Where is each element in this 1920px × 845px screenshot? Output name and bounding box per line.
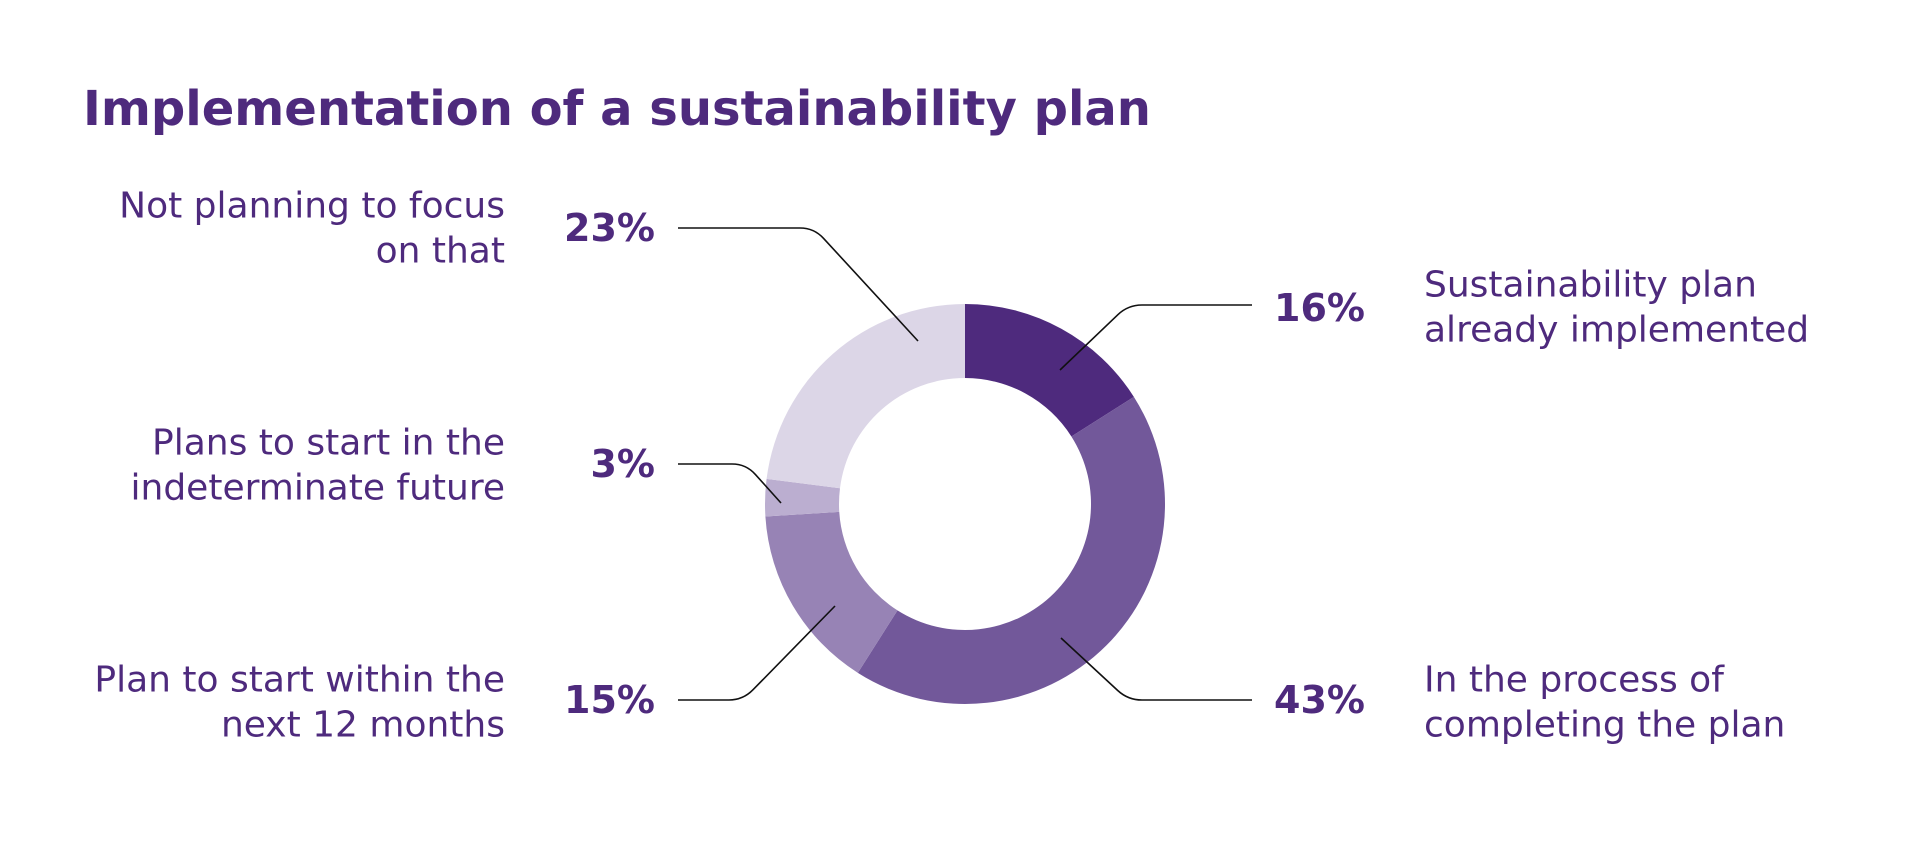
slice-category-label: next 12 months bbox=[221, 705, 505, 746]
slice-category-label: on that bbox=[376, 231, 505, 272]
slice-category-label: completing the plan bbox=[1424, 705, 1785, 746]
slice-category-label: Sustainability plan bbox=[1424, 265, 1757, 306]
slice-category-label: Not planning to focus bbox=[119, 186, 505, 227]
slice-value-label: 3% bbox=[590, 442, 655, 486]
donut-slices bbox=[765, 304, 1165, 704]
leader-line bbox=[678, 463, 782, 504]
leader-line bbox=[1060, 637, 1252, 701]
donut-slice bbox=[857, 396, 1165, 704]
slice-category-label: indeterminate future bbox=[131, 468, 505, 509]
slice-category-label: Plan to start within the bbox=[94, 660, 505, 701]
donut-slice bbox=[766, 304, 965, 489]
leader-line bbox=[678, 605, 836, 701]
donut-slice bbox=[765, 511, 898, 673]
leader-line bbox=[1059, 304, 1252, 371]
slice-value-label: 15% bbox=[564, 678, 655, 722]
slice-value-label: 43% bbox=[1274, 678, 1365, 722]
leader-line bbox=[678, 227, 919, 342]
slice-value-label: 23% bbox=[564, 206, 655, 250]
donut-slice bbox=[765, 478, 840, 517]
slice-value-label: 16% bbox=[1274, 286, 1365, 330]
chart-title: Implementation of a sustainability plan bbox=[83, 81, 1151, 137]
slice-category-label: In the process of bbox=[1424, 660, 1725, 701]
slice-category-label: already implemented bbox=[1424, 310, 1809, 351]
donut-slice bbox=[965, 304, 1134, 437]
slice-category-label: Plans to start in the bbox=[152, 423, 505, 464]
leader-lines bbox=[678, 227, 1252, 701]
